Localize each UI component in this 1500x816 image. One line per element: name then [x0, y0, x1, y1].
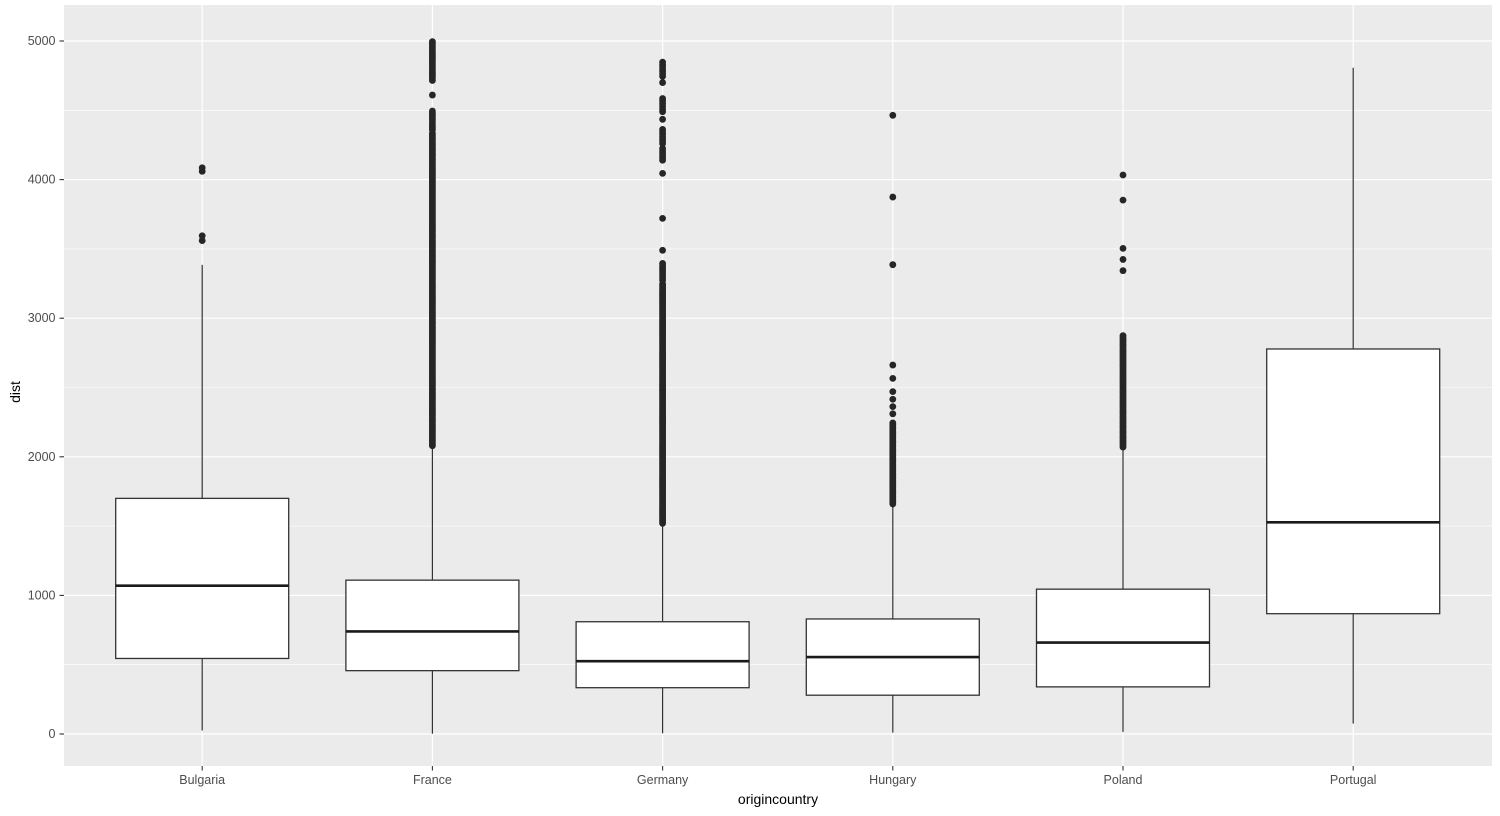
outlier-dot-hungary [889, 395, 897, 403]
outlier-dot-germany [659, 246, 666, 254]
x-tick-label-hungary: Hungary [869, 773, 917, 787]
outlier-dot-poland [1119, 256, 1127, 263]
x-tick-label-portugal: Portugal [1330, 773, 1377, 787]
outlier-dot-france [429, 38, 436, 46]
y-tick-label-2000: 2000 [28, 450, 56, 464]
y-tick-label-5000: 5000 [28, 34, 56, 48]
outlier-dot-hungary [889, 410, 897, 418]
panel-background [64, 5, 1492, 766]
x-tick-label-bulgaria: Bulgaria [179, 773, 225, 787]
box-portugal [1266, 348, 1441, 615]
outlier-dot-bulgaria [198, 164, 206, 172]
outlier-dot-hungary [889, 374, 897, 382]
y-axis-title: dist [7, 381, 23, 403]
x-tick-label-germany: Germany [637, 773, 689, 787]
outlier-dot-germany [659, 115, 666, 123]
outlier-dot-bulgaria [198, 237, 206, 244]
outlier-dot-france [429, 91, 436, 99]
y-tick-label-4000: 4000 [28, 173, 56, 187]
outlier-dot-hungary [889, 111, 897, 119]
outlier-dot-bulgaria [198, 232, 206, 240]
outlier-dot-germany [659, 58, 666, 66]
outlier-dot-hungary [889, 193, 897, 201]
outlier-dot-germany [659, 145, 666, 152]
outlier-dot-germany [659, 215, 666, 222]
outlier-dot-poland [1119, 267, 1127, 275]
outlier-dot-poland [1119, 332, 1127, 340]
outlier-dot-germany [659, 95, 666, 102]
y-tick-label-0: 0 [49, 727, 56, 741]
outlier-dot-germany [659, 126, 666, 133]
outlier-dot-hungary [889, 403, 897, 411]
x-tick-label-france: France [413, 773, 452, 787]
outlier-dot-france [429, 107, 436, 115]
box-germany [575, 621, 750, 689]
outlier-dot-hungary [889, 388, 897, 396]
outlier-dot-hungary [889, 419, 897, 427]
outlier-dot-hungary [889, 261, 897, 269]
y-tick-label-3000: 3000 [28, 311, 56, 325]
x-axis-title: origincountry [737, 791, 819, 807]
box-poland [1035, 588, 1211, 688]
outlier-dot-germany [659, 260, 666, 267]
outlier-dot-poland [1119, 171, 1127, 179]
box-bulgaria [115, 497, 290, 660]
y-tick-label-1000: 1000 [28, 588, 56, 602]
outlier-dot-germany [659, 79, 666, 86]
outlier-dot-germany [659, 169, 666, 177]
x-tick-label-poland: Poland [1104, 773, 1143, 787]
outlier-dot-hungary [889, 361, 897, 369]
box-france [345, 579, 520, 672]
outlier-dot-poland [1119, 196, 1127, 204]
outlier-dot-poland [1119, 244, 1127, 252]
